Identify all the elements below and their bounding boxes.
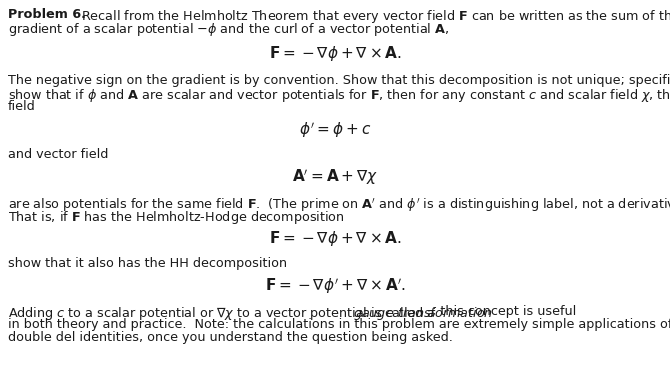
Text: ; this concept is useful: ; this concept is useful — [432, 305, 576, 318]
Text: Adding $c$ to a scalar potential or $\nabla\chi$ to a vector potential is called: Adding $c$ to a scalar potential or $\na… — [8, 305, 436, 322]
Text: $\mathit{gauge\ transformation}$: $\mathit{gauge\ transformation}$ — [353, 305, 493, 322]
Text: The negative sign on the gradient is by convention. Show that this decomposition: The negative sign on the gradient is by … — [8, 74, 670, 87]
Text: field: field — [8, 100, 36, 113]
Text: $\phi' = \phi + c$: $\phi' = \phi + c$ — [299, 120, 371, 139]
Text: That is, if $\mathbf{F}$ has the Helmholtz-Hodge decomposition: That is, if $\mathbf{F}$ has the Helmhol… — [8, 209, 344, 226]
Text: double del identities, once you understand the question being asked.: double del identities, once you understa… — [8, 331, 453, 344]
Text: $\mathbf{A}' = \mathbf{A} + \nabla\chi$: $\mathbf{A}' = \mathbf{A} + \nabla\chi$ — [292, 167, 378, 187]
Text: gradient of a scalar potential $-\phi$ and the curl of a vector potential $\math: gradient of a scalar potential $-\phi$ a… — [8, 21, 449, 38]
Text: $\mathbf{F} = -\nabla\phi + \nabla \times \mathbf{A}.$: $\mathbf{F} = -\nabla\phi + \nabla \time… — [269, 229, 401, 248]
Text: are also potentials for the same field $\mathbf{F}$.  (The prime on $\mathbf{A}': are also potentials for the same field $… — [8, 196, 670, 214]
Text: $\mathbf{F} = -\nabla\phi + \nabla \times \mathbf{A}.$: $\mathbf{F} = -\nabla\phi + \nabla \time… — [269, 44, 401, 63]
Text: in both theory and practice.  Note: the calculations in this problem are extreme: in both theory and practice. Note: the c… — [8, 318, 670, 331]
Text: $\mathbf{F} = -\nabla\phi' + \nabla \times \mathbf{A}'.$: $\mathbf{F} = -\nabla\phi' + \nabla \tim… — [265, 276, 405, 296]
Text: and vector field: and vector field — [8, 148, 109, 161]
Text: Recall from the Helmholtz Theorem that every vector field $\mathbf{F}$ can be wr: Recall from the Helmholtz Theorem that e… — [81, 8, 670, 25]
Text: show that if $\phi$ and $\mathbf{A}$ are scalar and vector potentials for $\math: show that if $\phi$ and $\mathbf{A}$ are… — [8, 87, 670, 104]
Text: show that it also has the HH decomposition: show that it also has the HH decompositi… — [8, 257, 287, 270]
Text: Problem 6.: Problem 6. — [8, 8, 86, 21]
